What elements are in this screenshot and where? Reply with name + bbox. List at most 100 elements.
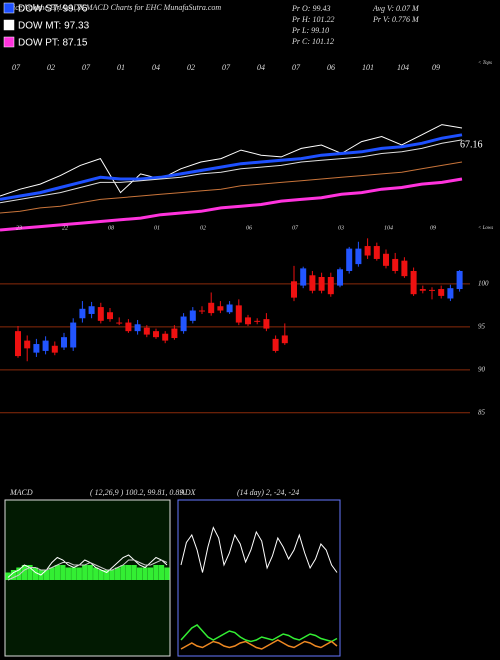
candle-body (346, 248, 353, 271)
date-label: 22 (62, 225, 68, 231)
candle-body (327, 276, 334, 295)
date-label: 104 (384, 224, 393, 231)
candle-body (318, 276, 325, 291)
date-label: 07 (292, 225, 299, 231)
macd-histogram-bar (104, 570, 110, 580)
candle-body (392, 258, 399, 271)
candle-body (33, 344, 40, 353)
adx-line (180, 624, 338, 643)
candle-body (162, 333, 169, 341)
candle-body (107, 312, 113, 320)
candle-body (51, 345, 58, 353)
date-label: 02 (47, 63, 55, 72)
candle-body (272, 338, 279, 351)
macd-histogram-bar (131, 565, 137, 580)
date-label: 01 (117, 63, 125, 72)
macd-histogram-bar (5, 572, 11, 580)
candle-body (337, 269, 343, 286)
lows-label: < Lows (478, 226, 493, 231)
candle-body (171, 328, 178, 339)
panel-params: ( 12,26,9 ) 100.2, 99.81, 0.89 (90, 488, 183, 497)
candle-body (116, 322, 123, 324)
ema-line (0, 133, 463, 201)
candle-body (364, 246, 371, 256)
tops-label: < Tops (478, 61, 492, 66)
date-label: 08 (108, 225, 114, 231)
macd-line (7, 559, 168, 581)
candle-body (61, 337, 67, 348)
candle-body (410, 270, 417, 295)
candle-body (180, 316, 187, 332)
panel-params: (14 day) 2, -24, -24 (237, 488, 299, 497)
date-label: 01 (154, 225, 160, 231)
candle-body (42, 340, 49, 351)
macd-histogram-bar (32, 567, 39, 580)
macd-histogram-bar (87, 565, 93, 580)
macd-histogram-bar (43, 570, 50, 580)
candle-body (281, 335, 288, 344)
candle-body (429, 289, 435, 291)
date-label: 02 (187, 63, 195, 72)
legend-swatch (3, 19, 15, 31)
candle-body (134, 324, 141, 332)
macd-histogram-bar (65, 567, 71, 580)
candle-body (125, 322, 132, 332)
candle-body (254, 320, 261, 322)
date-label: 101 (362, 63, 374, 72)
legend-label: DOW ST: 99.76 (18, 4, 88, 15)
date-label: 06 (246, 225, 252, 231)
panel-title: MACD (9, 488, 33, 497)
date-label: 04 (257, 63, 265, 72)
candle-body (189, 310, 196, 321)
panel-title: ADX (179, 488, 197, 497)
candle-body (373, 246, 380, 259)
macd-histogram-bar (82, 565, 88, 580)
macd-histogram-bar (158, 565, 165, 580)
macd-histogram-bar (136, 567, 143, 580)
legend-swatch (3, 36, 15, 48)
annotation: 67.16 (460, 139, 483, 150)
macd-histogram-bar (76, 567, 82, 580)
candle-body (217, 306, 224, 311)
candle-body (383, 253, 389, 266)
y-tick-label: 90 (478, 365, 486, 373)
date-label: 07 (82, 63, 91, 72)
candle-body (401, 260, 408, 277)
macd-histogram-bar (10, 570, 17, 580)
legend-label: DOW MT: 97.33 (18, 21, 90, 32)
candle-body (143, 327, 150, 335)
candle-body (97, 307, 104, 321)
candle-body (15, 331, 21, 357)
candle-body (208, 302, 215, 314)
price-info: Pr V: 0.776 M (372, 15, 420, 24)
macd-histogram-bar (153, 565, 159, 580)
date-label: 23 (16, 225, 22, 231)
legend-label: DOW PT: 87.15 (18, 38, 88, 49)
macd-histogram-bar (21, 565, 28, 580)
price-info: Pr L: 99.10 (291, 26, 329, 35)
candle-body (245, 317, 251, 325)
ema-line (0, 161, 463, 214)
macd-line (7, 554, 168, 578)
candle-body (235, 305, 242, 323)
price-info: Pr H: 101.22 (291, 15, 334, 24)
price-info: Pr O: 99.43 (291, 4, 330, 13)
macd-histogram-bar (109, 570, 115, 580)
adx-panel (177, 499, 341, 657)
macd-histogram-bar (164, 567, 170, 580)
candle-body (291, 281, 297, 298)
candle-body (199, 310, 205, 312)
candle-body (309, 275, 316, 291)
page-title: Price,Volume,EMA,ADX,MACD Charts for EHC… (4, 3, 221, 12)
macd-histogram-bar (60, 565, 66, 580)
y-tick-label: 85 (478, 408, 486, 416)
macd-histogram-bar (27, 565, 33, 580)
candle-body (153, 331, 159, 338)
date-label: 09 (432, 63, 440, 72)
y-tick-label: 100 (478, 279, 489, 287)
adx-line (180, 639, 338, 650)
candle-body (419, 289, 426, 291)
candle-body (456, 270, 463, 290)
legend-swatch (3, 2, 15, 14)
